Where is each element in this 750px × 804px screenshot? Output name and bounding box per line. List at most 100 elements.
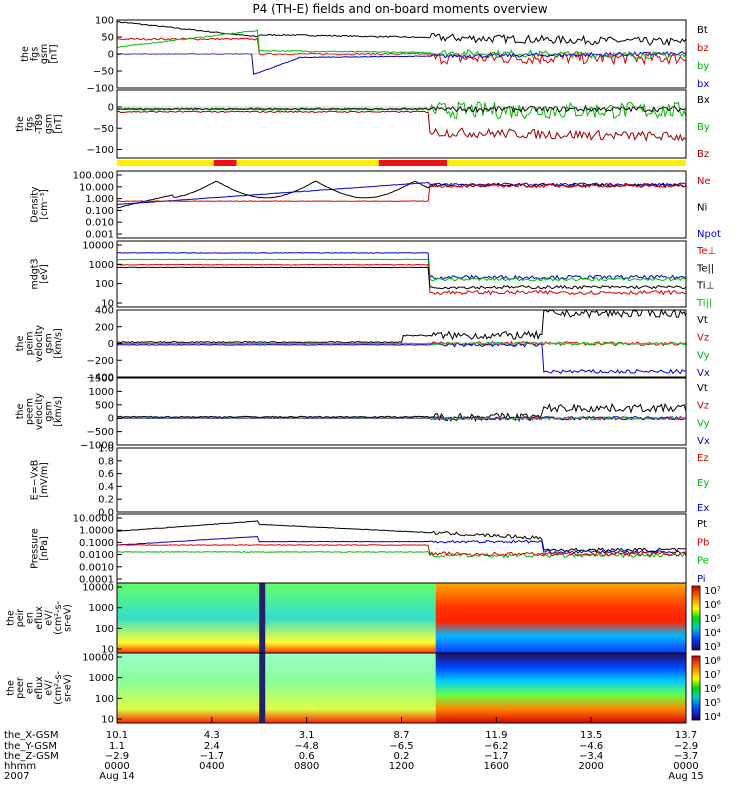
x-axis-value: −4.8 <box>295 741 319 752</box>
colorbar-tick-label: 10⁴ <box>704 628 721 639</box>
x-axis-value: 3.1 <box>299 730 315 741</box>
y-tick-label: 100 <box>95 279 114 290</box>
y-axis-label: sr-eV) <box>63 674 74 702</box>
legend-entry: Bz <box>697 149 709 160</box>
y-axis-label: velocity <box>34 393 45 431</box>
legend-entry: Pi <box>697 574 706 585</box>
x-axis-value: 1.1 <box>109 741 125 752</box>
spectrogram-gap <box>259 653 266 723</box>
y-tick-label: −50 <box>93 124 114 135</box>
legend-entry: Vt <box>697 315 708 326</box>
x-axis-value: 13.7 <box>675 730 697 741</box>
y-axis-label: eflux <box>34 676 45 700</box>
x-axis-value: 1200 <box>389 761 414 772</box>
y-axis-label: peim <box>25 332 36 356</box>
y-axis-label: [nPa] <box>39 536 50 561</box>
y-tick-label: 1000 <box>89 260 114 271</box>
y-tick-label: 0.0010 <box>79 562 114 573</box>
y-axis-label: the <box>15 116 26 132</box>
y-tick-label: 100.000 <box>73 171 114 182</box>
colorbar-tick-label: 10⁶ <box>704 684 721 695</box>
x-axis-value: 2000 <box>578 761 603 772</box>
panel-frame <box>116 240 687 308</box>
series-line-temperature <box>116 263 687 296</box>
x-axis-value: −1.7 <box>484 751 508 762</box>
y-tick-label: 10 <box>101 715 114 726</box>
y-axis-label: en <box>25 612 36 624</box>
y-axis-label: peir <box>15 609 26 628</box>
y-axis-label: peem <box>25 398 36 425</box>
y-tick-label: 1.0000 <box>79 526 114 537</box>
colorbar-tick-label: 10⁵ <box>704 614 721 625</box>
series-line-fgs <box>116 29 687 60</box>
y-axis-label: gsm <box>44 333 55 353</box>
y-tick-label: 0 <box>108 339 114 350</box>
y-tick-label: 10000 <box>82 241 114 252</box>
y-axis-label: eflux <box>34 606 45 630</box>
series-line-fgs <box>116 20 687 47</box>
legend-entry: Vx <box>697 368 710 379</box>
x-axis-value: 0400 <box>199 761 224 772</box>
panel-frame <box>116 447 687 513</box>
legend-entry: By <box>697 122 710 133</box>
y-axis-label: Density <box>29 186 40 222</box>
panel-frame <box>116 170 687 239</box>
y-tick-label: 10000 <box>82 653 114 664</box>
y-axis-label: [mV/m] <box>39 462 50 498</box>
x-axis-value: 0.2 <box>394 751 410 762</box>
y-tick-label: −100 <box>87 145 114 156</box>
legend-entry: Vx <box>697 436 710 447</box>
y-tick-label: −50 <box>93 67 114 78</box>
colorbar-tick-label: 10³ <box>704 642 721 653</box>
legend-entry: Npot <box>697 229 721 240</box>
y-axis-label: fgs <box>25 117 36 131</box>
x-axis-value: 4.3 <box>204 730 220 741</box>
legend-entry: Vy <box>697 350 710 361</box>
y-tick-label: 0 <box>108 414 114 425</box>
x-axis-value: −3.7 <box>674 751 698 762</box>
y-tick-label: 1.0 <box>98 444 114 455</box>
y-axis-label: Pressure <box>29 528 40 569</box>
x-axis-value: −4.6 <box>579 741 603 752</box>
y-axis-label: [nT] <box>48 44 59 63</box>
y-tick-label: 0.8 <box>98 456 114 467</box>
legend-entry: Pt <box>697 519 707 530</box>
legend-entry: bz <box>697 43 709 54</box>
y-tick-label: 0.2 <box>98 495 114 506</box>
y-tick-label: 1000 <box>89 673 114 684</box>
x-axis: the_X-GSMthe_Y-GSMthe_Z-GSMhhmm200710.11… <box>4 717 704 782</box>
y-tick-label: 500 <box>95 400 114 411</box>
legend-entry: Ez <box>697 453 709 464</box>
colorbar-tick-label: 10⁸ <box>704 656 721 667</box>
y-tick-label: 1.000 <box>85 194 114 205</box>
panel-e_vxb: 1.00.8 0.6 0.4 0.2 0.0 E=−VxB[mV/m] Ez Ey Ex <box>29 444 709 519</box>
colorbar-tick-label: 10⁵ <box>704 698 721 709</box>
legend-entry: bx <box>697 79 709 90</box>
panel-peir_eflux: 10⁷ 10⁶ 10⁵ 10⁴ 10³ 10000 1000 100 10 thepeirenef… <box>6 582 721 656</box>
y-tick-label: 0.6 <box>98 469 114 480</box>
legend-entry: by <box>697 61 709 72</box>
y-axis-label: gsm <box>44 401 55 421</box>
y-tick-label: −1000 <box>80 441 114 452</box>
y-axis-label: [eV] <box>39 264 50 284</box>
x-axis-value: −6.5 <box>389 741 413 752</box>
x-axis-row-label: the_Z-GSM <box>4 751 59 762</box>
y-axis-label: (cm²-s- <box>53 671 64 705</box>
legend-entry: Ey <box>697 478 709 489</box>
y-axis-label: the <box>6 610 17 626</box>
y-tick-label: 10000 <box>82 583 114 594</box>
x-axis-row-label: the_X-GSM <box>4 730 58 741</box>
panel-frame <box>116 377 687 446</box>
legend-entry: Ti⊥ <box>696 281 714 292</box>
series-line-fgs_minus_t89 <box>116 105 687 113</box>
colorbar-tick-label: 10⁷ <box>704 670 721 681</box>
chart-title: P4 (TH-E) fields and on-board moments ov… <box>252 2 547 16</box>
legend-entry: Ti|| <box>696 298 712 309</box>
series-line-temperature <box>116 258 687 282</box>
series-line-pressure <box>116 544 687 558</box>
panel-temperature: 10000 1000 100 10 mdgt3[eV] Te⊥ Te|| Ti⊥ Ti|| <box>29 240 716 310</box>
series-line-fgs <box>117 51 686 75</box>
